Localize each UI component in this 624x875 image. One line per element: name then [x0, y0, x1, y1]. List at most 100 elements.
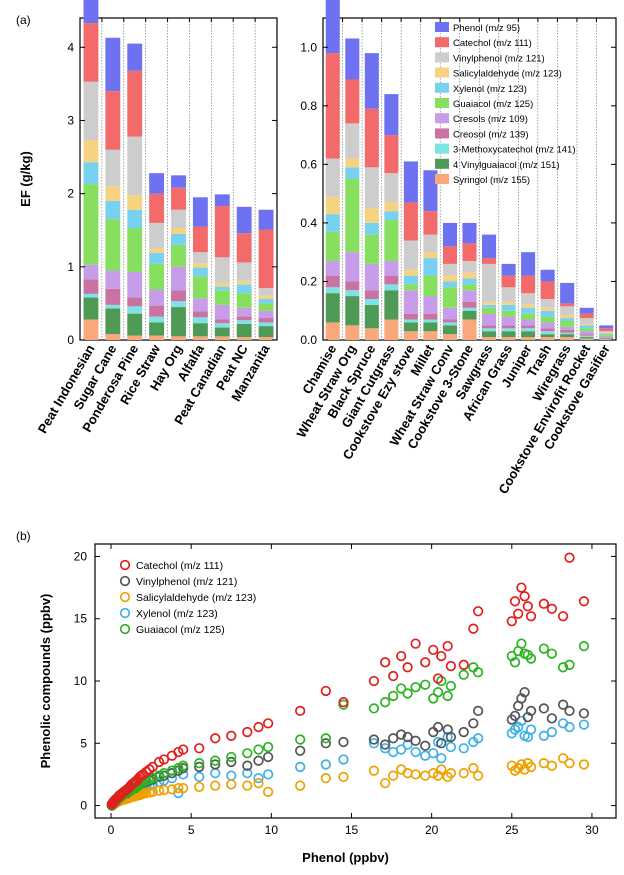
bar-segment-phenol-m-z-95	[501, 263, 516, 276]
bar-segment-phenol-m-z-95	[105, 37, 121, 92]
bar-segment-phenol-m-z-95	[149, 173, 165, 194]
bar-segment-4-vinylguaiacol-m-z-151	[442, 325, 457, 335]
data-point-vinylphenol-m-z-121	[338, 736, 349, 748]
data-point-guaiacol-m-z-125	[368, 703, 380, 714]
bar-segment-catechol-m-z-111	[579, 313, 594, 319]
bar-segment-guaiacol-m-z-125	[345, 179, 360, 253]
bar-segment-creosol-m-z-139	[384, 275, 399, 285]
data-point-xylenol-m-z-123	[194, 771, 205, 783]
data-point-vinylphenol-m-z-121	[519, 687, 530, 698]
data-point-catechol-m-z-111	[338, 697, 349, 708]
data-point-guaiacol-m-z-125	[242, 748, 253, 759]
bar-segment-vinylphenol-m-z-121	[501, 287, 516, 302]
data-point-xylenol-m-z-123	[538, 730, 550, 741]
bar-segment-guaiacol-m-z-125	[258, 303, 274, 311]
bar-segment-creosol-m-z-139	[423, 313, 438, 320]
legend-swatch-4-vinylguaiacol-m-z-151	[435, 158, 449, 169]
bar-segment-phenol-m-z-95	[540, 269, 555, 282]
legend-label-catechol-m-z-111: Catechol (m/z 111)	[136, 560, 223, 572]
bar-segment-catechol-m-z-111	[384, 135, 399, 174]
data-point-guaiacol-m-z-125	[472, 667, 484, 678]
panel-b-scatter: 0 5 10 15 20 25 30 0 5 10 15 20 Catechol (m/z 111) Vi…	[38, 543, 617, 865]
data-point-salicylaldehyde-m-z-123	[226, 779, 237, 790]
bar-segment-creosol-m-z-139	[599, 337, 614, 338]
bar-segment-vinylphenol-m-z-121	[384, 173, 399, 203]
data-point-guaiacol-m-z-125	[396, 683, 407, 694]
bar-segment-syringol-m-z-155	[192, 336, 208, 340]
legend-swatch-cresols-m-z-109	[435, 113, 449, 124]
legend-label-guaiacol-m-z-125: Guaiacol (m/z 125)	[136, 624, 225, 636]
data-point-salicylaldehyde-m-z-123	[468, 763, 479, 774]
bar-segment-4-vinylguaiacol-m-z-151	[214, 327, 230, 337]
bar-segment-vinylphenol-m-z-121	[540, 299, 555, 308]
bar-segment-syringol-m-z-155	[384, 319, 399, 340]
legend-label-xylenol-m-z-123: Xylenol (m/z 123)	[453, 84, 527, 95]
data-point-salicylaldehyde-m-z-123	[368, 765, 380, 776]
x-tick-label: 0	[108, 823, 115, 837]
data-point-catechol-m-z-111	[472, 606, 484, 617]
data-point-xylenol-m-z-123	[458, 743, 469, 754]
bar-segment-syringol-m-z-155	[258, 337, 274, 340]
data-point-salicylaldehyde-m-z-123	[253, 777, 264, 789]
bar-segment-cresols-m-z-109	[599, 335, 614, 338]
bar-segment-catechol-m-z-111	[83, 23, 99, 82]
data-point-guaiacol-m-z-125	[509, 657, 521, 668]
data-point-catechol-m-z-111	[428, 644, 439, 656]
bar-segment-catechol-m-z-111	[364, 108, 379, 168]
x-tick-label: 10	[265, 823, 279, 837]
data-point-xylenol-m-z-123	[436, 753, 447, 764]
bar-segment-catechol-m-z-111	[236, 233, 252, 263]
bar-segment-xylenol-m-z-123	[149, 252, 165, 264]
data-point-catechol-m-z-111	[516, 582, 527, 593]
data-point-salicylaldehyde-m-z-123	[557, 753, 569, 764]
bar-segment-guaiacol-m-z-125	[462, 284, 477, 291]
data-point-salicylaldehyde-m-z-123	[380, 777, 391, 789]
bar-segment-cresols-m-z-109	[149, 289, 165, 306]
bar-segment-phenol-m-z-95	[171, 175, 186, 188]
bar-segment-xylenol-m-z-123	[214, 286, 230, 291]
bar-segment-4-vinylguaiacol-m-z-151	[579, 337, 594, 339]
data-point-salicylaldehyde-m-z-123	[147, 786, 158, 797]
bar-segment-salicylaldehyde-m-z-123	[325, 196, 340, 215]
bar-segment-salicylaldehyde-m-z-123	[127, 195, 143, 210]
bar-segment-vinylphenol-m-z-121	[442, 263, 457, 276]
y-tick-label: 0	[80, 799, 87, 813]
bar-segment-cresols-m-z-109	[462, 290, 477, 302]
bar-segment-creosol-m-z-139	[192, 311, 208, 318]
legend-swatch-syringol-m-z-155	[435, 174, 449, 184]
data-point-vinylphenol-m-z-121	[396, 729, 407, 740]
legend-label-salicylaldehyde-m-z-123: Salicylaldehyde (m/z 123)	[453, 69, 562, 80]
bar-segment-salicylaldehyde-m-z-123	[423, 252, 438, 259]
bar-segment-phenol-m-z-95	[442, 222, 457, 247]
data-point-catechol-m-z-111	[420, 657, 431, 668]
bar-segment-guaiacol-m-z-125	[521, 313, 536, 320]
bar-segment-creosol-m-z-139	[462, 301, 477, 308]
bar-segment-vinylphenol-m-z-121	[258, 288, 274, 296]
y-tick-label: 4	[67, 40, 74, 54]
bar-segment-cresols-m-z-109	[83, 264, 99, 280]
bar-segment-vinylphenol-m-z-121	[325, 158, 340, 197]
bar-segment-4-vinylguaiacol-m-z-151	[236, 323, 252, 338]
data-point-guaiacol-m-z-125	[428, 693, 439, 704]
data-point-salicylaldehyde-m-z-123	[262, 786, 274, 797]
bar-segment-creosol-m-z-139	[540, 328, 555, 332]
data-point-guaiacol-m-z-125	[226, 751, 237, 763]
data-point-salicylaldehyde-m-z-123	[242, 780, 253, 791]
data-point-vinylphenol-m-z-121	[468, 718, 479, 729]
data-point-catechol-m-z-111	[578, 596, 590, 607]
bar-segment-vinylphenol-m-z-121	[171, 209, 186, 229]
y-tick-label: 1.0	[300, 40, 317, 54]
bar-segment-3-methoxycatechol-m-z-141	[384, 284, 399, 291]
y-tick-label: 0.4	[300, 216, 317, 230]
bar-segment-4-vinylguaiacol-m-z-151	[364, 304, 379, 329]
bar-segment-4-vinylguaiacol-m-z-151	[403, 322, 418, 332]
data-point-vinylphenol-m-z-121	[509, 710, 521, 722]
bar-segment-guaiacol-m-z-125	[423, 275, 438, 297]
bar-segment-xylenol-m-z-123	[236, 284, 252, 294]
bar-segment-3-methoxycatechol-m-z-141	[501, 328, 516, 332]
bar-segment-catechol-m-z-111	[345, 79, 360, 124]
bar-segment-phenol-m-z-95	[423, 170, 438, 212]
bar-segment-vinylphenol-m-z-121	[521, 293, 536, 305]
data-point-guaiacol-m-z-125	[578, 640, 590, 652]
legend-marker-salicylaldehyde-m-z-123	[119, 591, 131, 603]
